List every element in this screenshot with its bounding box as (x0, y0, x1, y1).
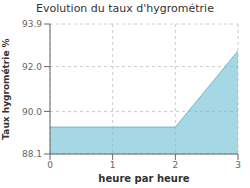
html-text:Evolution du taux d'hygrométri: Evolution du taux d'hygrométrie (36, 2, 214, 15)
svg-text:88.1: 88.1 (22, 149, 42, 159)
svg-text:92.0: 92.0 (22, 62, 42, 72)
svg-text:2: 2 (172, 160, 178, 170)
svg-text:1: 1 (110, 160, 116, 170)
svg-text:93.9: 93.9 (22, 19, 42, 29)
svg-text:Taux hygrométrie %: Taux hygrométrie % (8, 38, 11, 139)
svg-text:3: 3 (235, 160, 241, 170)
svg-text:heure par heure: heure par heure (98, 173, 189, 184)
svg-text:0: 0 (47, 160, 53, 170)
svg-text:90.0: 90.0 (22, 107, 42, 117)
